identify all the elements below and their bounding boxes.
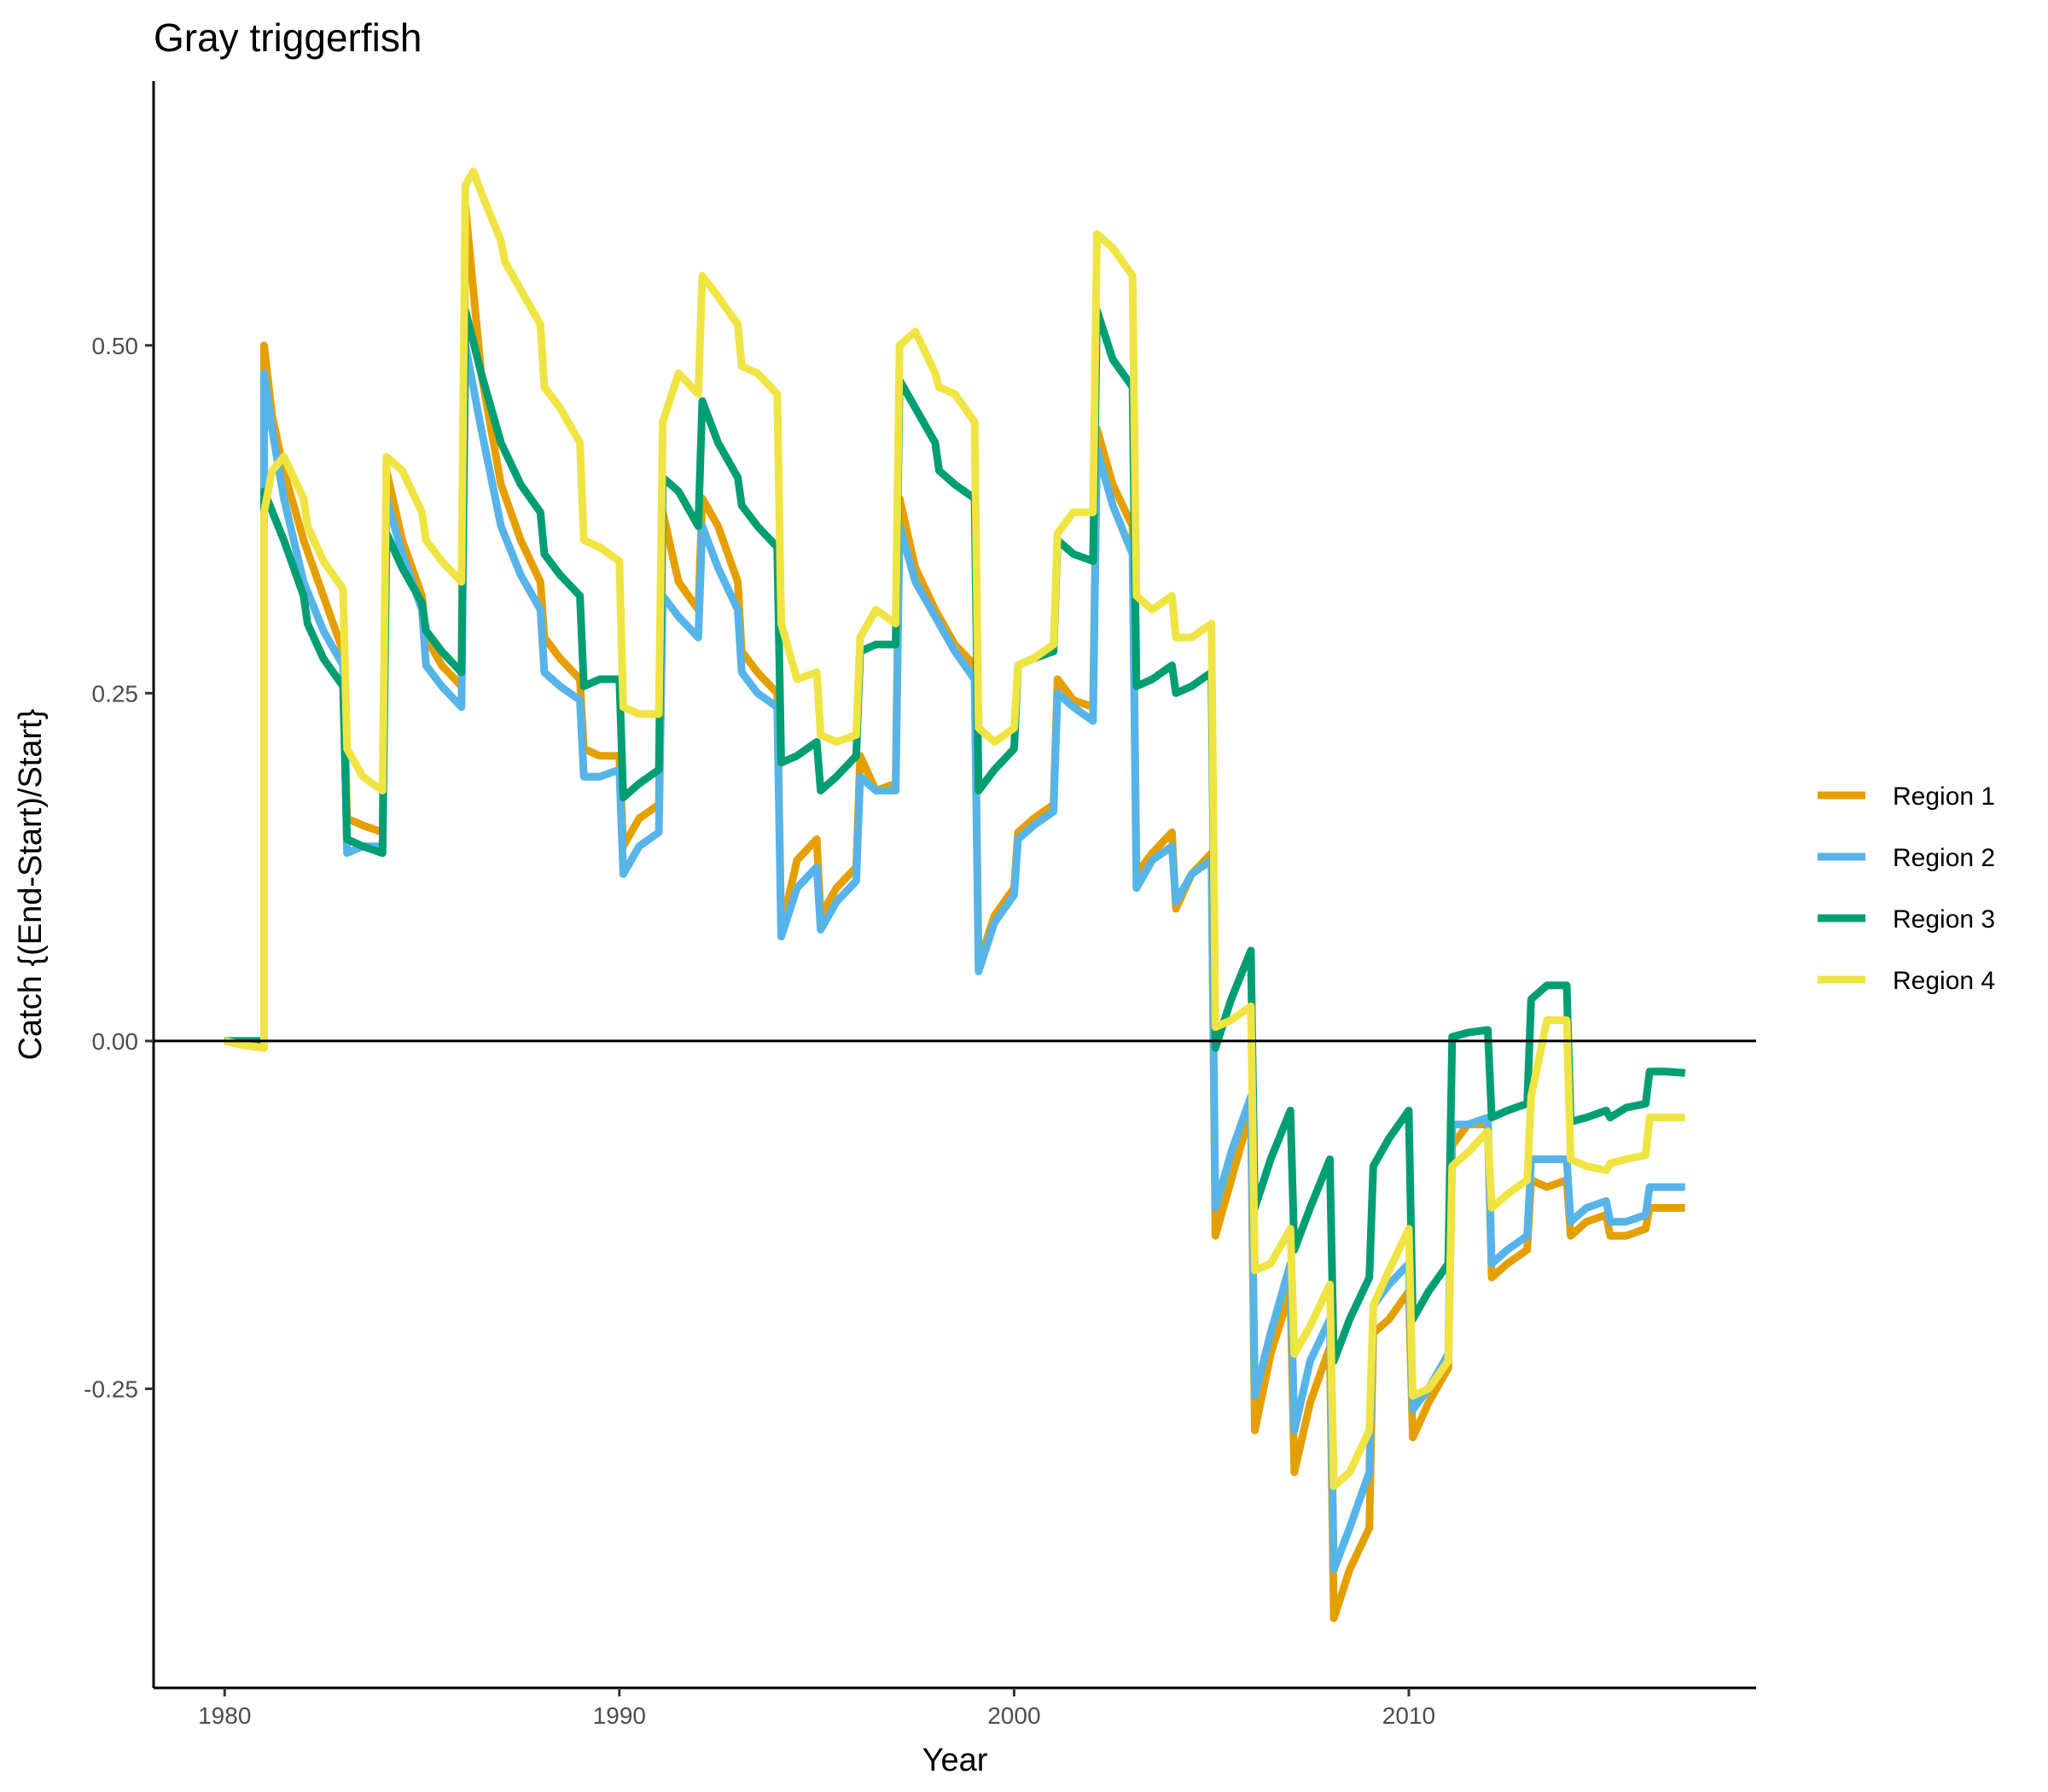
x-tick-label: 1990 xyxy=(593,1702,646,1729)
y-axis-ticks: -0.25 0.00 0.25 0.50 xyxy=(84,333,154,1402)
series-line-region-1 xyxy=(224,202,1685,1622)
legend: Region 1 Region 2 Region 3 Region 4 xyxy=(1818,783,1995,995)
y-axis-title: Catch {(End-Start)/Start} xyxy=(13,709,49,1061)
legend-label-region-3: Region 3 xyxy=(1893,905,1995,934)
legend-label-region-2: Region 2 xyxy=(1893,844,1995,872)
series-line-region-2 xyxy=(224,341,1685,1574)
legend-label-region-4: Region 4 xyxy=(1893,967,1995,995)
x-axis-ticks: 1980 1990 2000 2010 xyxy=(198,1688,1435,1729)
series-line-region-4 xyxy=(224,167,1685,1491)
chart-title: Gray triggerfish xyxy=(154,15,422,60)
plot-series xyxy=(154,167,1756,1622)
y-tick-label: -0.25 xyxy=(84,1376,138,1402)
legend-label-region-1: Region 1 xyxy=(1893,783,1995,811)
y-tick-label: 0.50 xyxy=(92,333,139,359)
series-line-region-3 xyxy=(224,306,1686,1365)
y-tick-label: 0.25 xyxy=(92,680,139,707)
x-axis-title: Year xyxy=(922,1743,988,1778)
x-tick-label: 2000 xyxy=(987,1702,1040,1729)
y-tick-label: 0.00 xyxy=(92,1028,139,1055)
x-tick-label: 2010 xyxy=(1382,1702,1435,1729)
x-tick-label: 1980 xyxy=(198,1702,251,1729)
